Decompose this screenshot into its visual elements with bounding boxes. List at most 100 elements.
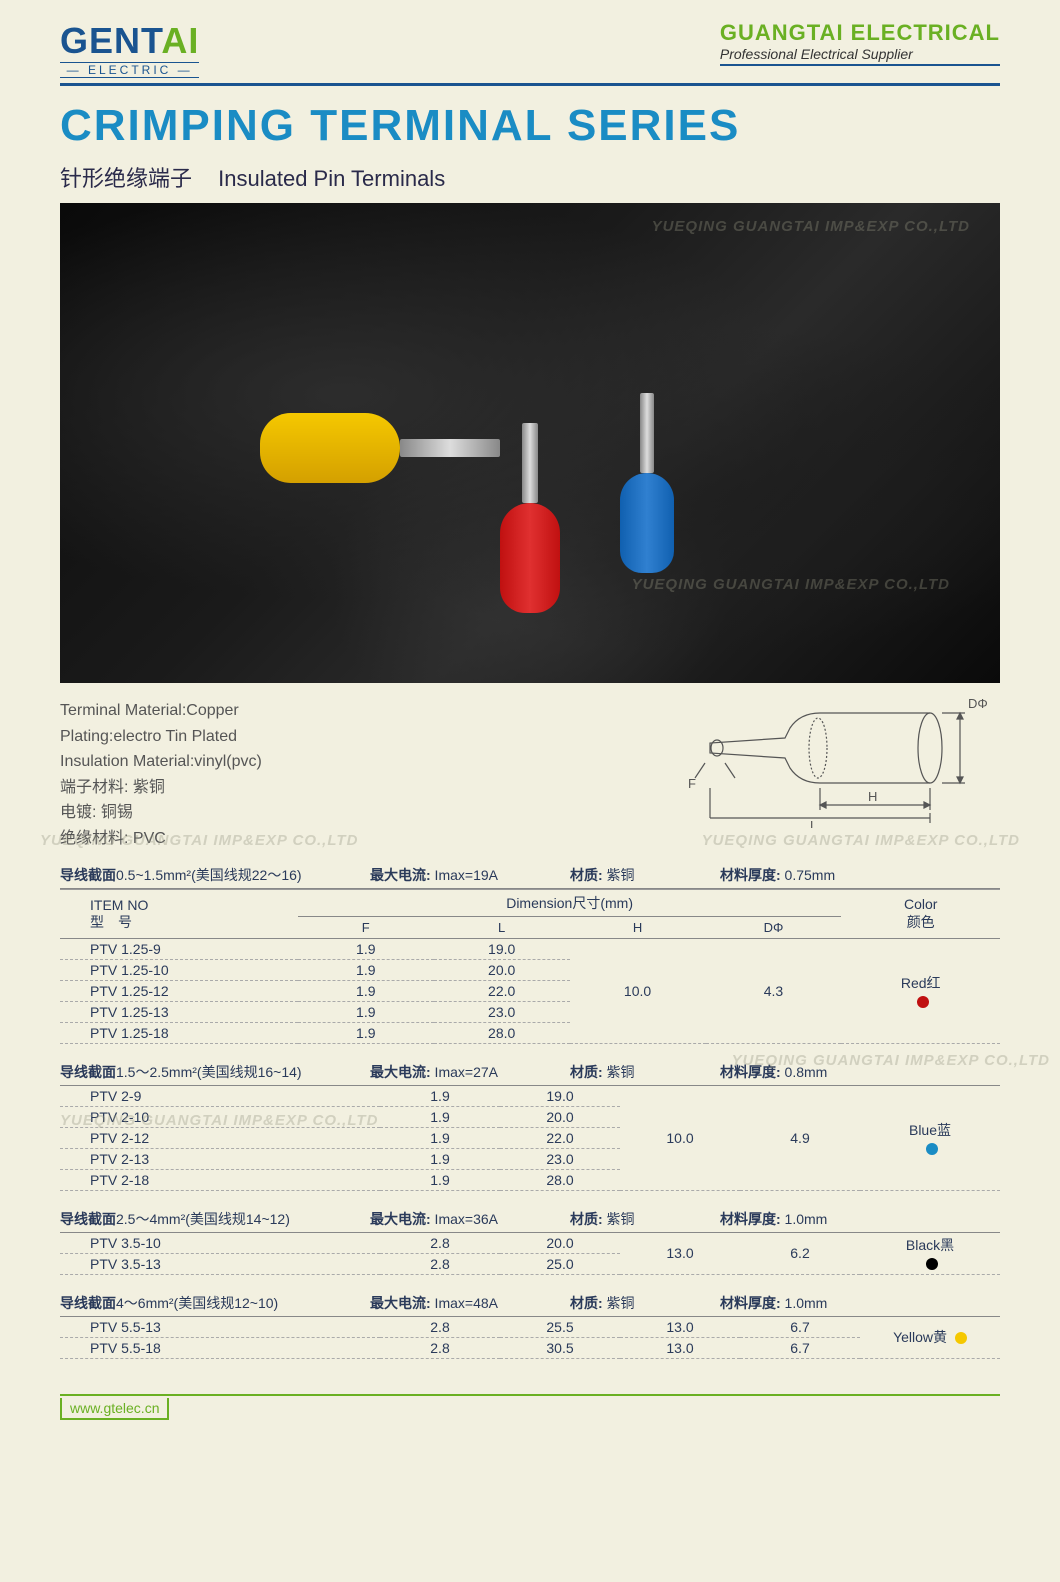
logo-main: GENT [60, 20, 161, 61]
table-row: PTV 1.25-91.919.010.04.3Red红 [60, 938, 1000, 959]
cell-item: PTV 1.25-13 [60, 1001, 298, 1022]
spec-table: PTV 5.5-132.825.513.06.7Yellow黄 PTV 5.5-… [60, 1317, 1000, 1359]
cell-l: 28.0 [500, 1169, 620, 1190]
cell-color: Blue蓝 [860, 1086, 1000, 1191]
cell-item: PTV 5.5-18 [60, 1337, 380, 1358]
col-item: ITEM NO型 号 [60, 889, 298, 938]
cell-h: 13.0 [620, 1233, 740, 1275]
header: GENTAI — ELECTRIC — GUANGTAI ELECTRICAL … [0, 0, 1060, 83]
diagram-label-d: DΦ [968, 696, 988, 711]
group-header: 导线截面2.5～4mm²(美国线规14~12)最大电流: Imax=36A材质:… [60, 1206, 1000, 1233]
cell-d: 4.9 [740, 1086, 860, 1191]
cell-f: 1.9 [380, 1086, 500, 1107]
diagram-label-h: H [868, 789, 877, 804]
cell-d: 4.3 [706, 938, 842, 1043]
spec-table: PTV 3.5-102.820.013.06.2Black黑 PTV 3.5-13… [60, 1233, 1000, 1275]
cell-l: 22.0 [500, 1127, 620, 1148]
spec-line: Terminal Material:Copper [60, 698, 262, 724]
cell-l: 20.0 [500, 1233, 620, 1254]
spec-line: 绝缘材料: PVC [60, 826, 262, 852]
cell-l: 28.0 [434, 1022, 570, 1043]
col-h: H [570, 916, 706, 938]
logo-subtitle: — ELECTRIC — [60, 62, 199, 78]
dimension-diagram: DΦ H F L [670, 688, 990, 833]
blue-terminal-icon [620, 393, 674, 573]
specs-section: Terminal Material:Copper Plating:electro… [0, 683, 1060, 852]
cell-f: 2.8 [380, 1253, 500, 1274]
cell-l: 22.0 [434, 980, 570, 1001]
subtitle-chinese: 针形绝缘端子 [60, 166, 192, 191]
cell-l: 20.0 [434, 959, 570, 980]
cell-item: PTV 5.5-13 [60, 1317, 380, 1338]
cell-f: 2.8 [380, 1233, 500, 1254]
cell-l: 25.5 [500, 1317, 620, 1338]
group-header: 导线截面1.5～2.5mm²(美国线规16~14)最大电流: Imax=27A材… [60, 1059, 1000, 1086]
cell-item: PTV 2-10 [60, 1106, 380, 1127]
cell-h: 10.0 [620, 1086, 740, 1191]
cell-f: 1.9 [298, 1022, 434, 1043]
cell-color: Black黑 [860, 1233, 1000, 1275]
cell-item: PTV 1.25-9 [60, 938, 298, 959]
cell-h: 13.0 [620, 1337, 740, 1358]
cell-item: PTV 3.5-13 [60, 1253, 380, 1274]
diagram-label-f: F [688, 776, 696, 791]
cell-f: 2.8 [380, 1337, 500, 1358]
cell-f: 1.9 [298, 938, 434, 959]
spec-line: Insulation Material:vinyl(pvc) [60, 749, 262, 775]
group-header: 导线截面0.5~1.5mm²(美国线规22～16)最大电流: Imax=19A材… [60, 862, 1000, 889]
cell-item: PTV 1.25-12 [60, 980, 298, 1001]
cell-d: 6.2 [740, 1233, 860, 1275]
cell-item: PTV 3.5-10 [60, 1233, 380, 1254]
cell-h: 13.0 [620, 1317, 740, 1338]
cell-color: Yellow黄 [860, 1317, 1000, 1359]
spec-table: PTV 2-91.919.010.04.9Blue蓝PTV 2-101.920.… [60, 1086, 1000, 1191]
col-color: Color颜色 [841, 889, 1000, 938]
cell-l: 25.0 [500, 1253, 620, 1274]
cell-f: 1.9 [380, 1127, 500, 1148]
spec-line: 端子材料: 紫铜 [60, 775, 262, 801]
header-divider [60, 83, 1000, 86]
red-terminal-icon [500, 423, 560, 613]
cell-l: 23.0 [500, 1148, 620, 1169]
cell-item: PTV 2-12 [60, 1127, 380, 1148]
spec-group: 导线截面4～6mm²(美国线规12~10)最大电流: Imax=48A材质: 紫… [60, 1290, 1000, 1359]
cell-l: 20.0 [500, 1106, 620, 1127]
cell-f: 1.9 [380, 1148, 500, 1169]
main-title: CRIMPING TERMINAL SERIES [0, 96, 1060, 156]
table-row: PTV 5.5-132.825.513.06.7Yellow黄 [60, 1317, 1000, 1338]
logo-text: GENTAI [60, 20, 199, 62]
cell-item: PTV 2-9 [60, 1086, 380, 1107]
cell-color: Red红 [841, 938, 1000, 1043]
col-dimension: Dimension尺寸(mm) [298, 889, 842, 916]
logo-accent: AI [161, 20, 199, 61]
spec-group: 导线截面2.5～4mm²(美国线规14~12)最大电流: Imax=36A材质:… [60, 1206, 1000, 1275]
cell-f: 1.9 [298, 980, 434, 1001]
col-f: F [298, 916, 434, 938]
material-specs: Terminal Material:Copper Plating:electro… [60, 698, 262, 852]
company-block: GUANGTAI ELECTRICAL Professional Electri… [720, 20, 1000, 66]
cell-f: 2.8 [380, 1317, 500, 1338]
spec-group: 导线截面1.5～2.5mm²(美国线规16~14)最大电流: Imax=27A材… [60, 1059, 1000, 1191]
cell-l: 23.0 [434, 1001, 570, 1022]
logo-block: GENTAI — ELECTRIC — [60, 20, 199, 78]
spec-line: 电镀: 铜锡 [60, 800, 262, 826]
cell-f: 1.9 [380, 1169, 500, 1190]
cell-f: 1.9 [380, 1106, 500, 1127]
subtitle-english: Insulated Pin Terminals [218, 166, 445, 191]
cell-item: PTV 2-18 [60, 1169, 380, 1190]
cell-item: PTV 2-13 [60, 1148, 380, 1169]
cell-l: 19.0 [500, 1086, 620, 1107]
cell-f: 1.9 [298, 959, 434, 980]
cell-item: PTV 1.25-18 [60, 1022, 298, 1043]
product-photo: YUEQING GUANGTAI IMP&EXP CO.,LTD YUEQING… [60, 203, 1000, 683]
spec-table: ITEM NO型 号Dimension尺寸(mm)Color颜色FLHDΦPTV… [60, 889, 1000, 1044]
footer: www.gtelec.cn [60, 1394, 1000, 1420]
cell-item: PTV 1.25-10 [60, 959, 298, 980]
group-header: 导线截面4～6mm²(美国线规12~10)最大电流: Imax=48A材质: 紫… [60, 1290, 1000, 1317]
catalog-page: GENTAI — ELECTRIC — GUANGTAI ELECTRICAL … [0, 0, 1060, 1420]
table-row: PTV 5.5-182.830.513.06.7 [60, 1337, 1000, 1358]
col-d: DΦ [706, 916, 842, 938]
yellow-terminal-icon [260, 413, 500, 483]
cell-d: 6.7 [740, 1337, 860, 1358]
table-row: PTV 2-91.919.010.04.9Blue蓝 [60, 1086, 1000, 1107]
